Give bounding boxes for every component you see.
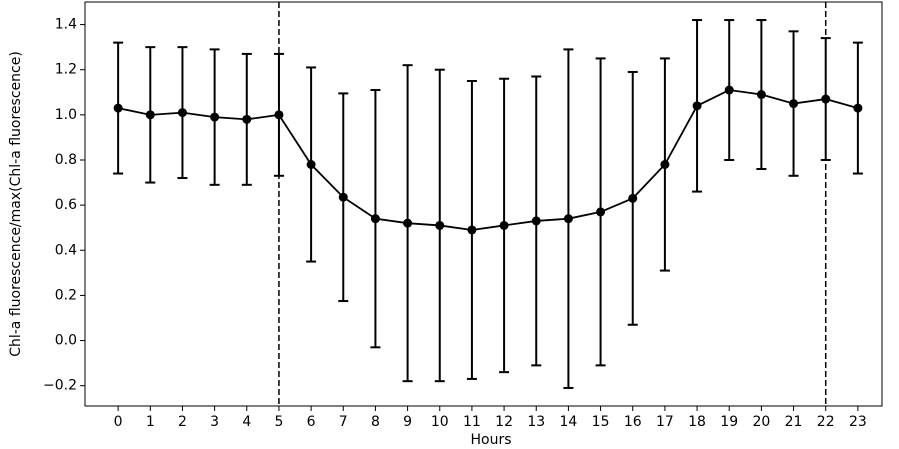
marker (274, 110, 284, 120)
marker (435, 220, 445, 230)
x-tick-label: 18 (688, 414, 706, 430)
plot-frame (84, 1, 883, 407)
x-tick-label: 19 (720, 414, 738, 430)
marker (789, 99, 799, 109)
x-tick-label: 11 (463, 414, 481, 430)
x-tick-label: 17 (656, 414, 674, 430)
x-tick-label: 1 (146, 414, 155, 430)
y-tick-label: 0.4 (55, 242, 77, 258)
marker (370, 214, 380, 224)
line (117, 89, 859, 231)
y-axis-label: Chl-a fluorescence/max(Chl-a fluorescenc… (8, 51, 24, 357)
x-axis-label: Hours (470, 432, 511, 448)
x-tick-label: 2 (178, 414, 187, 430)
marker (628, 193, 638, 203)
x-tick-label: 20 (752, 414, 770, 430)
y-tick-label: 0.6 (55, 197, 77, 213)
y-tick-label: −0.2 (43, 378, 77, 394)
x-tick-label: 12 (495, 414, 513, 430)
marker (467, 225, 477, 235)
marker (403, 218, 413, 228)
marker (692, 101, 702, 111)
x-tick-label: 6 (307, 414, 316, 430)
marker (499, 220, 509, 230)
x-tick-label: 9 (403, 414, 412, 430)
x-tick-label: 13 (527, 414, 545, 430)
x-tick-label: 8 (371, 414, 380, 430)
marker (821, 94, 831, 104)
marker (756, 90, 766, 100)
marker (177, 108, 187, 118)
x-tick-label: 0 (114, 414, 123, 430)
marker (596, 207, 606, 217)
x-tick-label: 4 (242, 414, 251, 430)
x-tick-label: 3 (210, 414, 219, 430)
x-tick-label: 14 (559, 414, 577, 430)
y-tick-label: 0.8 (55, 152, 77, 168)
x-tick-label: 10 (431, 414, 449, 430)
y-tick-label: 1.0 (55, 107, 77, 123)
y-tick-label: 1.4 (55, 17, 77, 33)
x-tick-label: 22 (817, 414, 835, 430)
marker (531, 216, 541, 226)
y-tick-label: 0.0 (55, 333, 77, 349)
x-tick-label: 5 (274, 414, 283, 430)
marker (724, 85, 734, 95)
x-tick-label: 21 (785, 414, 803, 430)
marker (242, 114, 252, 124)
x-tick-label: 15 (592, 414, 610, 430)
marker (210, 112, 220, 122)
y-tick-label: 1.2 (55, 62, 77, 78)
x-tick-label: 23 (849, 414, 867, 430)
x-tick-label: 7 (339, 414, 348, 430)
marker (338, 192, 348, 202)
marker (563, 214, 573, 224)
marker (145, 110, 155, 120)
y-tick-label: 0.2 (55, 287, 77, 303)
marker (306, 160, 316, 170)
marker (660, 160, 670, 170)
x-tick-label: 16 (624, 414, 642, 430)
marker (113, 103, 123, 113)
marker (853, 103, 863, 113)
